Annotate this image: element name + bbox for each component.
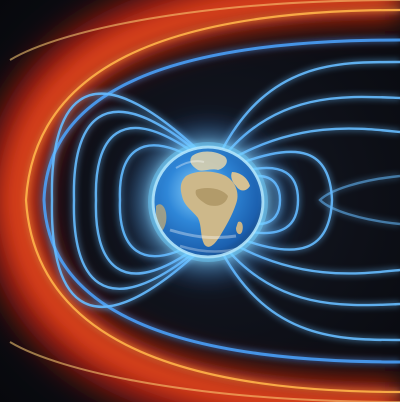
continents: [156, 151, 250, 253]
magnetopause: [42, 38, 400, 364]
earth-globe: [148, 142, 268, 262]
